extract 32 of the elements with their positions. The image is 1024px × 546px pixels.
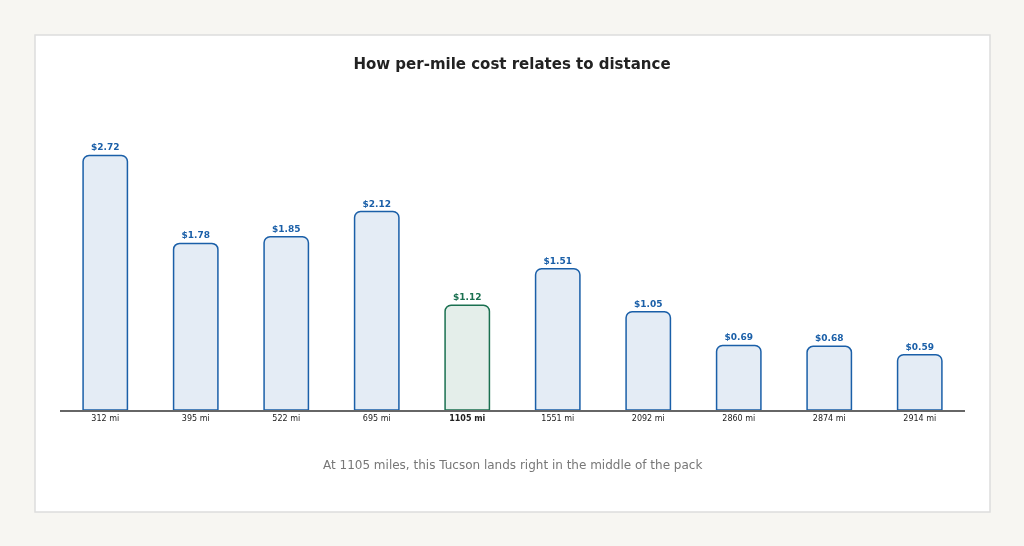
x-tick-label: 395 mi <box>181 414 210 424</box>
x-tick-label: 2874 mi <box>812 414 846 424</box>
bar <box>82 154 129 410</box>
bar <box>172 242 219 410</box>
data-label: $1.85 <box>272 223 301 234</box>
x-tick-label: 695 mi <box>362 414 391 424</box>
x-tick-label: 1551 mi <box>541 414 575 424</box>
x-tick-label: 2092 mi <box>631 414 665 424</box>
bar <box>896 354 943 410</box>
x-tick-label: 312 mi <box>91 414 120 424</box>
chart-title: How per-mile cost relates to distance <box>353 55 671 74</box>
x-tick-label: 2914 mi <box>903 414 937 424</box>
data-label: $1.78 <box>181 230 210 241</box>
text: At 1105 miles, this Tucson lands right in the middle of the pack <box>323 458 703 472</box>
data-label: $2.72 <box>91 142 120 153</box>
data-label: $0.68 <box>815 333 844 344</box>
bar <box>444 304 491 410</box>
bar <box>715 344 762 410</box>
x-tick-label: 1105 mi <box>449 414 486 424</box>
data-label: $1.51 <box>543 255 572 266</box>
x-tick-label: 2860 mi <box>722 414 756 424</box>
data-label: $0.69 <box>724 332 753 343</box>
data-label: $1.05 <box>634 298 663 309</box>
data-label: $1.12 <box>453 292 482 303</box>
data-label: $2.12 <box>362 198 391 209</box>
bar <box>625 310 672 410</box>
bar <box>534 267 581 410</box>
data-label: $0.59 <box>905 341 934 352</box>
x-tick-label: 522 mi <box>272 414 301 424</box>
bar <box>263 236 310 410</box>
bar <box>806 345 853 410</box>
bar <box>353 210 400 410</box>
